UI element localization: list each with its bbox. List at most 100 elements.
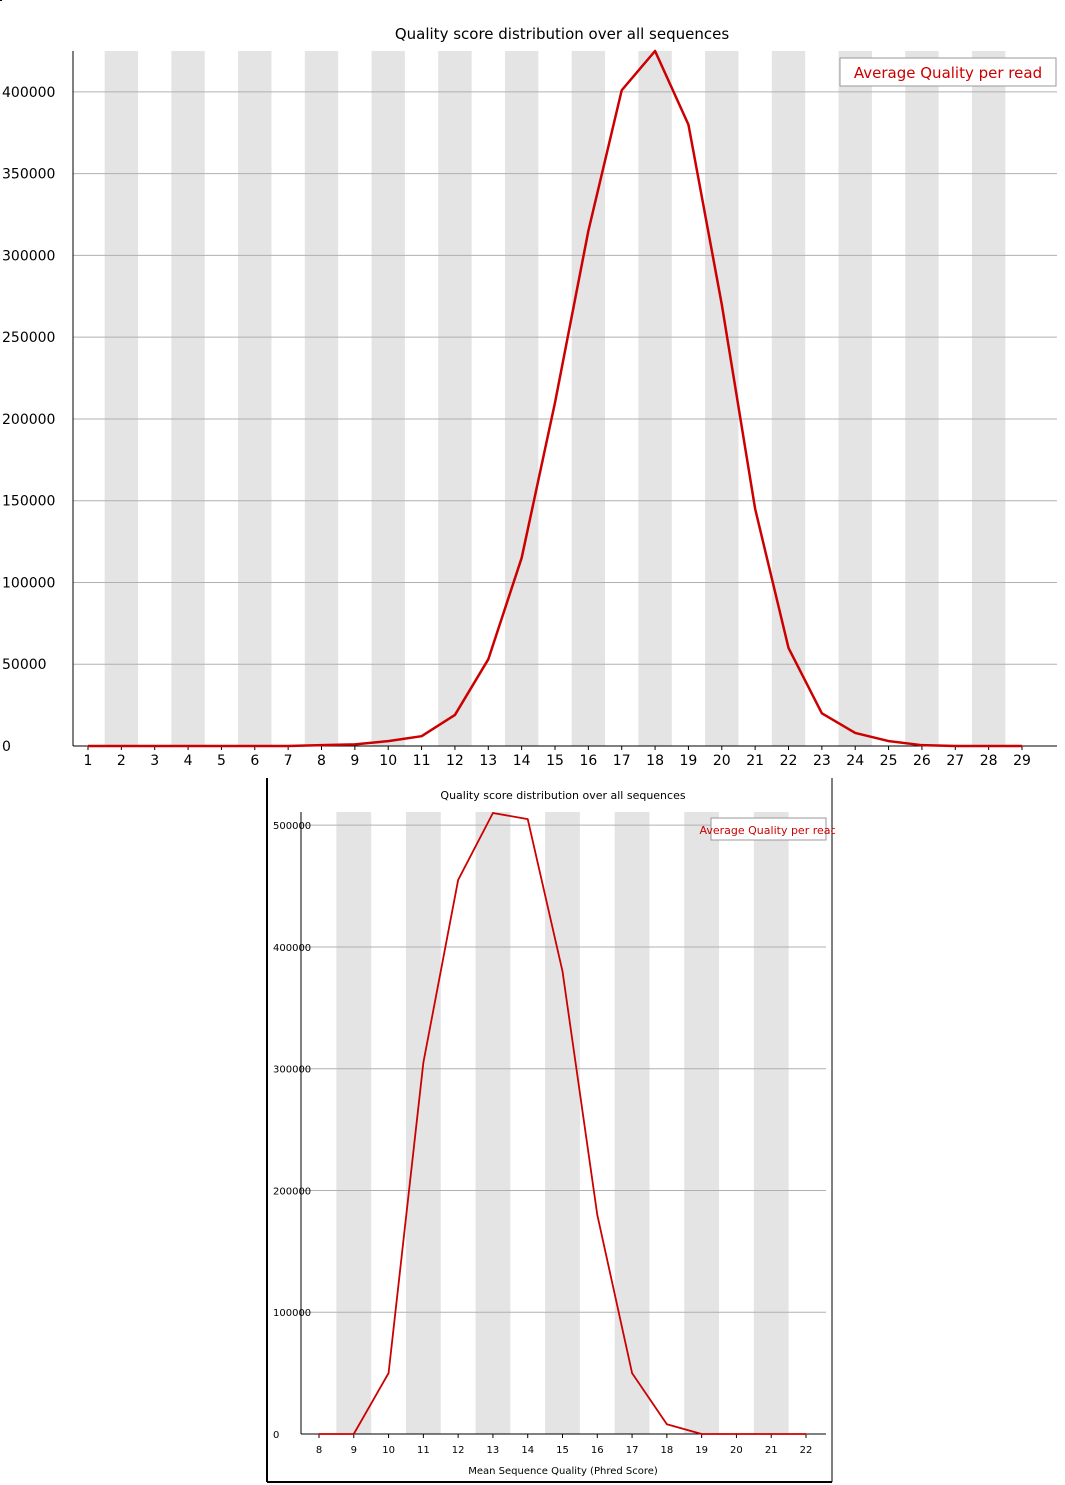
chart0-x-tick-label: 2 [117,753,126,769]
chart0-band-16 [571,51,606,746]
chart0-data-point [587,230,590,232]
chart0-band-26 [905,51,939,746]
chart0-x-tick-label: 16 [579,753,597,769]
chart1-data-point [492,812,494,814]
chart1-x-tick-label: 16 [591,1445,604,1456]
chart0-data-point [754,508,756,510]
chart1-data-point [700,1433,703,1435]
chart0-data-point [921,744,923,746]
chart1-data-point [387,1372,390,1374]
chart-panel-bottom: 0 100000 200000 300000 400000 500000 8 9 10 11 12 1… [265,778,835,1485]
chart1-band-21 [753,812,789,1434]
chart0-x-tick-label: 4 [184,753,193,769]
chart0-data-point [654,50,656,52]
chart0-x-tick-label: 7 [284,753,293,769]
chart0-x-tick-label: 18 [646,753,664,769]
chart0-data-point [87,745,89,747]
chart-bottom-svg: 0 100000 200000 300000 400000 500000 8 9 10 11 12 1… [266,778,835,1483]
chart0-data-point [954,745,957,747]
chart1-data-point [457,879,459,881]
chart0-x-tick-label: 5 [217,753,226,769]
chart0-x-tick-label: 14 [513,753,531,769]
chart0-data-point [720,303,723,306]
chart0-data-point [454,714,456,716]
chart0-data-point [887,740,890,742]
chart0-data-point [787,647,790,649]
chart1-data-point [422,1061,425,1064]
chart0-x-tick-label: 10 [379,753,397,769]
chart1-x-tick-label: 18 [660,1445,673,1456]
chart0-band-12 [438,51,472,746]
chart0-data-point [987,745,990,747]
chart0-band-18 [638,51,672,746]
chart0-data-point [420,735,423,737]
chart1-x-axis-title: Mean Sequence Quality (Phred Score) [468,1466,658,1477]
chart0-band-22 [771,51,806,746]
chart0-x-tick-label: 17 [613,753,631,769]
chart0-x-tick-label: 8 [317,753,326,769]
chart0-data-point [620,89,623,92]
chart0-band-4 [171,51,205,746]
chart0-series-line-0 [88,49,1022,748]
chart0-band-6 [238,51,272,746]
chart0-band-20 [705,51,739,746]
chart1-x-tick-label: 14 [521,1445,534,1456]
chart1-x-tick-label: 15 [556,1445,569,1456]
chart1-y-tick-label: 400000 [273,943,311,954]
chart1-x-tick-label: 11 [417,1445,430,1456]
chart1-data-point [735,1433,738,1435]
chart1-x-tick-label: 19 [695,1445,708,1456]
chart0-x-tick-label: 12 [446,753,464,769]
chart0-band-2 [104,51,139,746]
chart0-x-tick-label: 22 [780,753,798,769]
chart1-band-19 [684,812,720,1434]
chart0-y-tick-label: 300000 [2,248,55,264]
chart1-band-11 [405,812,441,1434]
chart0-data-point [354,743,356,746]
chart1-band-15 [545,812,580,1434]
chart0-data-point [821,712,823,715]
chart0-data-point [387,740,390,742]
chart1-y-tick-label: 300000 [273,1065,311,1076]
chart1-x-tick-label: 21 [765,1445,778,1456]
chart1-x-tick-label: 20 [730,1445,743,1456]
chart0-x-tick-label: 24 [846,753,864,769]
chart1-y-tick-label: 0 [273,1430,279,1441]
chart1-x-tick-label: 13 [487,1445,500,1456]
chart0-data-point [854,732,857,734]
chart0-y-tick-label: 150000 [2,494,55,510]
chart1-data-point [352,1433,355,1435]
chart0-data-point [187,745,189,747]
chart0-x-tick-label: 27 [946,753,964,769]
chart0-data-point [320,744,323,746]
chart0-x-tick-label: 29 [1013,753,1031,769]
chart1-x-tick-label: 8 [316,1445,322,1456]
chart0-y-tick-label: 250000 [2,330,55,346]
chart0-band-8 [304,51,339,746]
chart1-x-tick-label: 12 [452,1445,465,1456]
chart0-data-point [487,658,490,661]
chart1-x-tick-label: 9 [351,1445,357,1456]
chart0-data-point [687,123,690,126]
chart0-data-point [253,745,256,747]
chart1-band-17 [614,812,650,1434]
chart0-x-tick-label: 20 [713,753,731,769]
chart1-data-point [561,970,564,973]
chart0-chart-title: Quality score distribution over all sequ… [395,25,729,43]
chart0-x-tick-label: 15 [546,753,564,769]
chart0-x-tick-label: 23 [813,753,831,769]
chart0-x-tick-label: 13 [479,753,497,769]
chart0-x-tick-label: 6 [250,753,259,769]
chart0-y-tick-label: 200000 [2,412,55,428]
chart0-x-tick-label: 1 [84,753,93,769]
chart1-data-point [526,818,529,820]
chart1-legend-label: Average Quality per read [699,824,835,837]
chart0-legend-label: Average Quality per read [854,64,1042,82]
chart0-x-tick-label: 26 [913,753,931,769]
chart0-data-point [287,745,289,747]
chart1-y-tick-label: 100000 [273,1308,311,1319]
chart-panel-top: 0 50000 100000 150000 200000 250000 300000 3500… [0,0,1057,769]
chart0-y-tick-label: 50000 [2,657,47,673]
chart0-band-10 [371,51,405,746]
chart1-data-point [805,1433,807,1435]
